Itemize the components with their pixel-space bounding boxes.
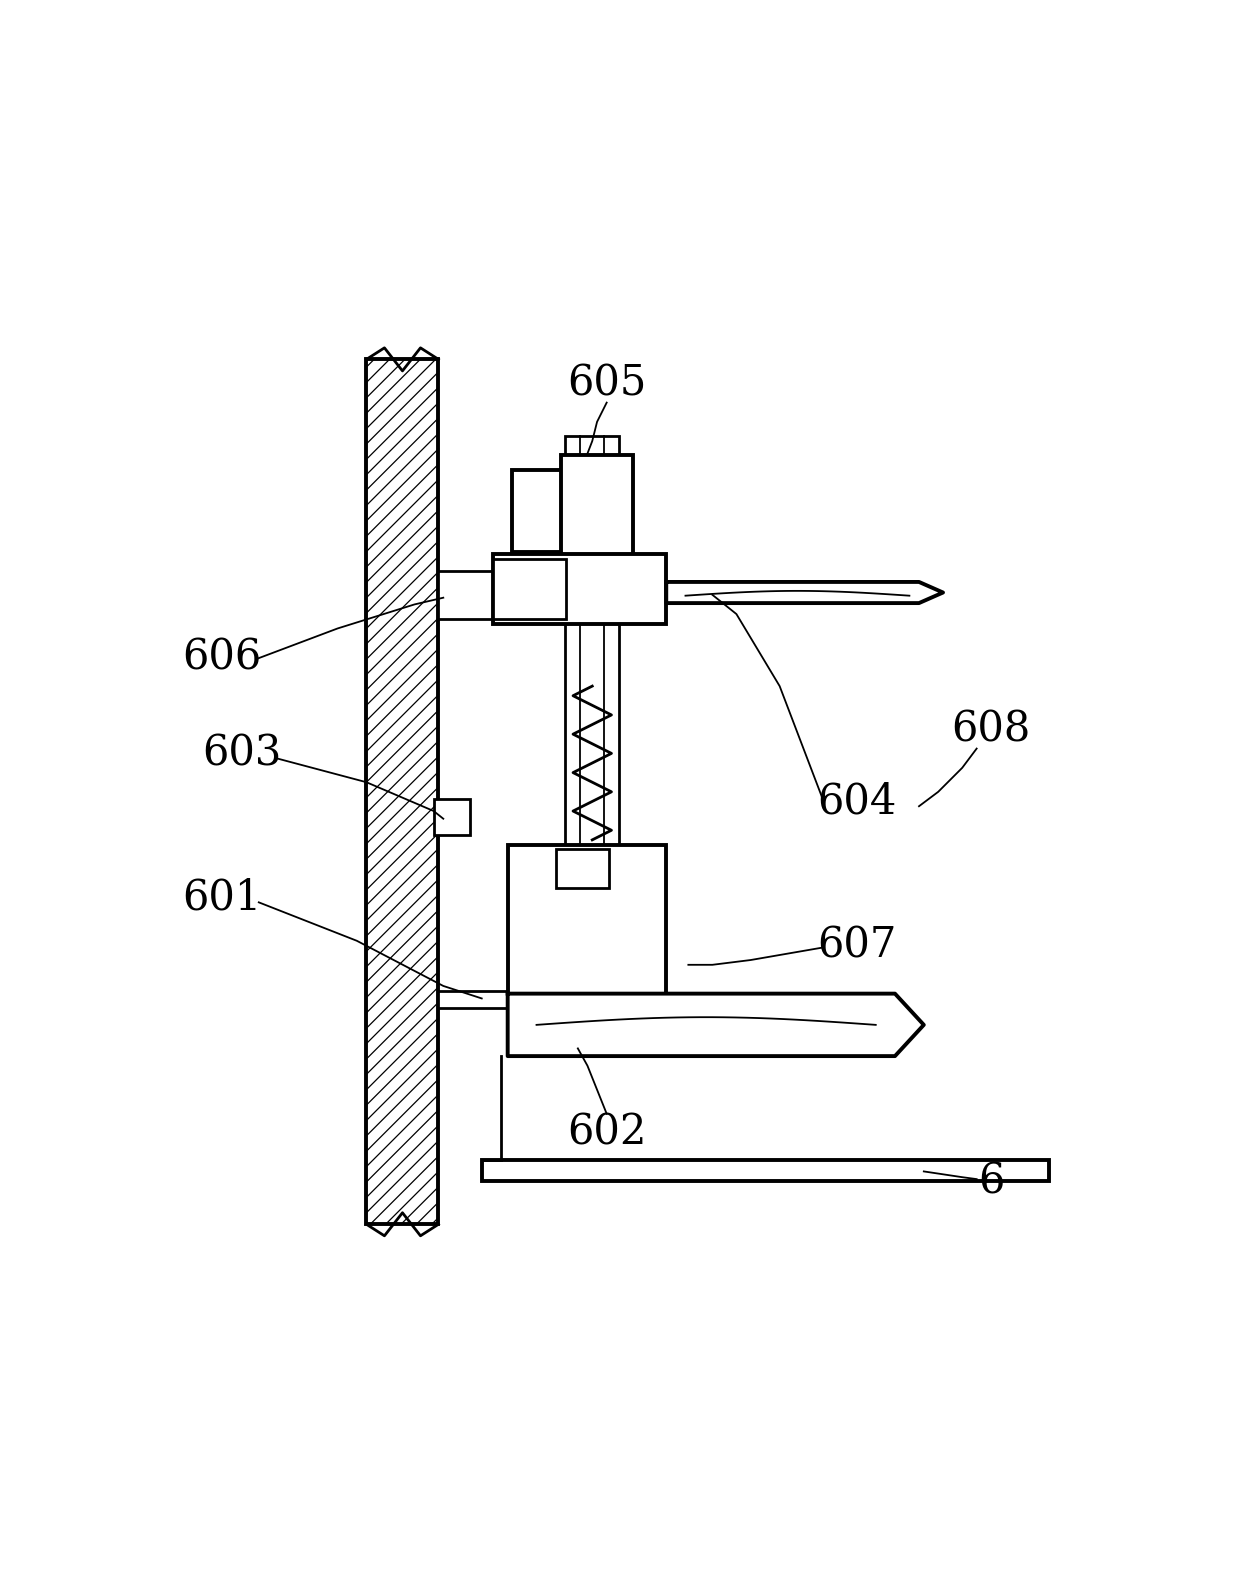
Bar — [512, 470, 565, 552]
Polygon shape — [666, 582, 942, 603]
Text: 607: 607 — [817, 925, 897, 966]
Text: 606: 606 — [182, 636, 262, 678]
Polygon shape — [507, 993, 924, 1055]
Bar — [494, 559, 565, 619]
Text: 602: 602 — [567, 1112, 646, 1154]
Bar — [494, 554, 666, 624]
Text: 605: 605 — [567, 362, 646, 405]
Text: 601: 601 — [182, 876, 262, 919]
Bar — [439, 571, 565, 619]
Bar — [507, 844, 666, 993]
Bar — [556, 849, 609, 887]
Text: 603: 603 — [202, 732, 281, 774]
Bar — [560, 455, 632, 557]
Bar — [481, 1160, 1049, 1181]
Text: 6: 6 — [978, 1160, 1004, 1201]
Bar — [565, 436, 619, 1013]
Bar — [434, 798, 470, 835]
Bar — [367, 359, 439, 1224]
Text: 604: 604 — [817, 781, 897, 822]
Bar — [439, 990, 507, 1008]
Text: 608: 608 — [951, 708, 1030, 751]
